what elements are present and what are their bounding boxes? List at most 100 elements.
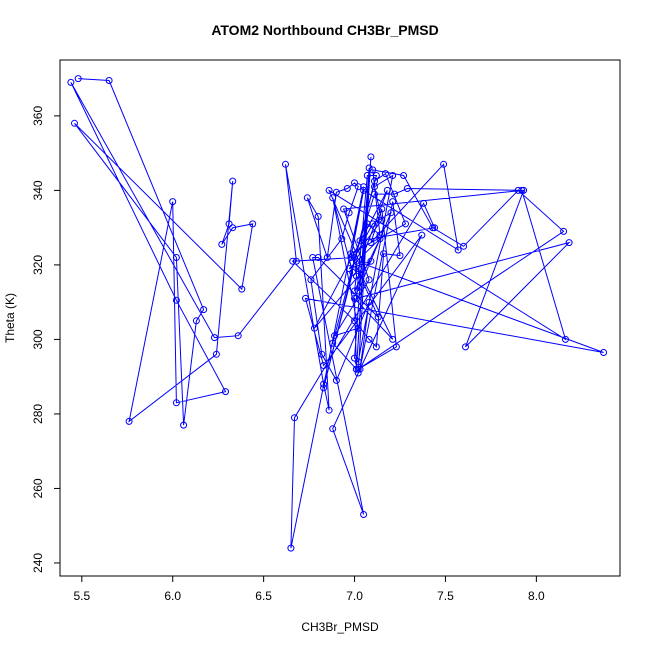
data-point [360, 511, 368, 518]
data-point [371, 190, 378, 198]
data-point [332, 376, 340, 384]
series-layer [67, 75, 608, 552]
data-point [518, 186, 526, 194]
data-point [365, 335, 373, 343]
data-point [249, 220, 257, 228]
data-point [307, 276, 315, 284]
y-tick-label: 260 [31, 478, 45, 498]
data-point [287, 544, 295, 552]
data-point [354, 287, 362, 295]
x-tick-label: 8.0 [528, 589, 545, 603]
data-point [325, 406, 333, 414]
data-point [329, 194, 337, 202]
data-point [354, 369, 362, 377]
x-tick-label: 6.0 [164, 589, 181, 603]
data-point [363, 220, 371, 228]
x-tick-label: 6.5 [255, 589, 272, 603]
data-point [365, 276, 373, 284]
data-point [332, 188, 340, 196]
data-point [105, 77, 113, 84]
data-point [402, 220, 409, 228]
data-point [320, 362, 328, 369]
y-axis-label: Theta (K) [3, 293, 17, 343]
data-point [371, 183, 378, 191]
data-point [391, 190, 398, 198]
x-axis-label: CH3Br_PMSD [301, 620, 379, 634]
data-point [396, 252, 404, 260]
data-point [562, 335, 569, 343]
y-tick-label: 320 [31, 255, 45, 275]
data-point [374, 313, 382, 321]
data-point [325, 186, 333, 194]
data-point [292, 257, 300, 265]
data-point [238, 285, 246, 293]
x-tick-label: 7.0 [346, 589, 363, 603]
data-point [354, 183, 362, 191]
data-point [282, 160, 289, 168]
data-point [180, 421, 188, 429]
data-point [378, 216, 386, 224]
data-point [331, 332, 338, 340]
data-point [367, 153, 375, 161]
data-point [352, 365, 360, 373]
data-point [320, 384, 328, 392]
data-point [600, 349, 608, 356]
data-point [211, 334, 218, 342]
plot-frame [59, 59, 621, 577]
data-point [291, 414, 298, 422]
data-point [234, 332, 242, 340]
data-point [192, 317, 200, 325]
data-point [318, 350, 326, 358]
data-point [351, 354, 358, 362]
data-point [360, 186, 368, 194]
chart-title: ATOM2 Northbound CH3Br_PMSD [211, 22, 438, 38]
data-point [323, 254, 331, 261]
data-point [338, 235, 346, 243]
data-point [311, 324, 318, 332]
data-point [560, 227, 568, 235]
data-point [363, 172, 371, 179]
data-point [354, 265, 362, 273]
data-point [369, 166, 377, 174]
data-point [225, 220, 233, 228]
data-point [462, 343, 469, 351]
data-point [172, 399, 180, 407]
data-point [351, 317, 358, 325]
data-point [329, 425, 337, 433]
data-point [392, 343, 400, 351]
data-point [356, 237, 364, 245]
y-tick-label: 240 [31, 553, 45, 573]
data-point [367, 257, 375, 265]
data-point [340, 205, 348, 213]
data-point [460, 242, 468, 250]
y-tick-label: 300 [31, 329, 45, 349]
data-point [314, 213, 322, 220]
y-tick-label: 360 [31, 106, 45, 126]
data-point [380, 250, 388, 258]
data-point [367, 239, 375, 247]
data-point [289, 257, 297, 265]
y-tick-label: 280 [31, 404, 45, 424]
data-point [378, 205, 386, 213]
data-point [218, 240, 226, 248]
data-point [343, 185, 351, 192]
data-point [320, 380, 328, 388]
data-point [351, 294, 358, 302]
data-point [365, 164, 373, 172]
data-point [222, 388, 229, 396]
data-point [420, 199, 428, 207]
data-point [352, 257, 360, 265]
data-point [352, 272, 360, 280]
data-point [74, 75, 82, 83]
data-point [354, 324, 362, 332]
data-point [349, 268, 357, 276]
data-point [360, 183, 368, 191]
data-point [303, 194, 311, 202]
data-point [382, 170, 389, 178]
x-tick-label: 5.5 [73, 589, 90, 603]
y-axis: 240 260 280 300 320 340 360 [31, 106, 60, 573]
data-point [372, 343, 380, 351]
data-point [172, 296, 180, 304]
data-point [387, 209, 395, 217]
